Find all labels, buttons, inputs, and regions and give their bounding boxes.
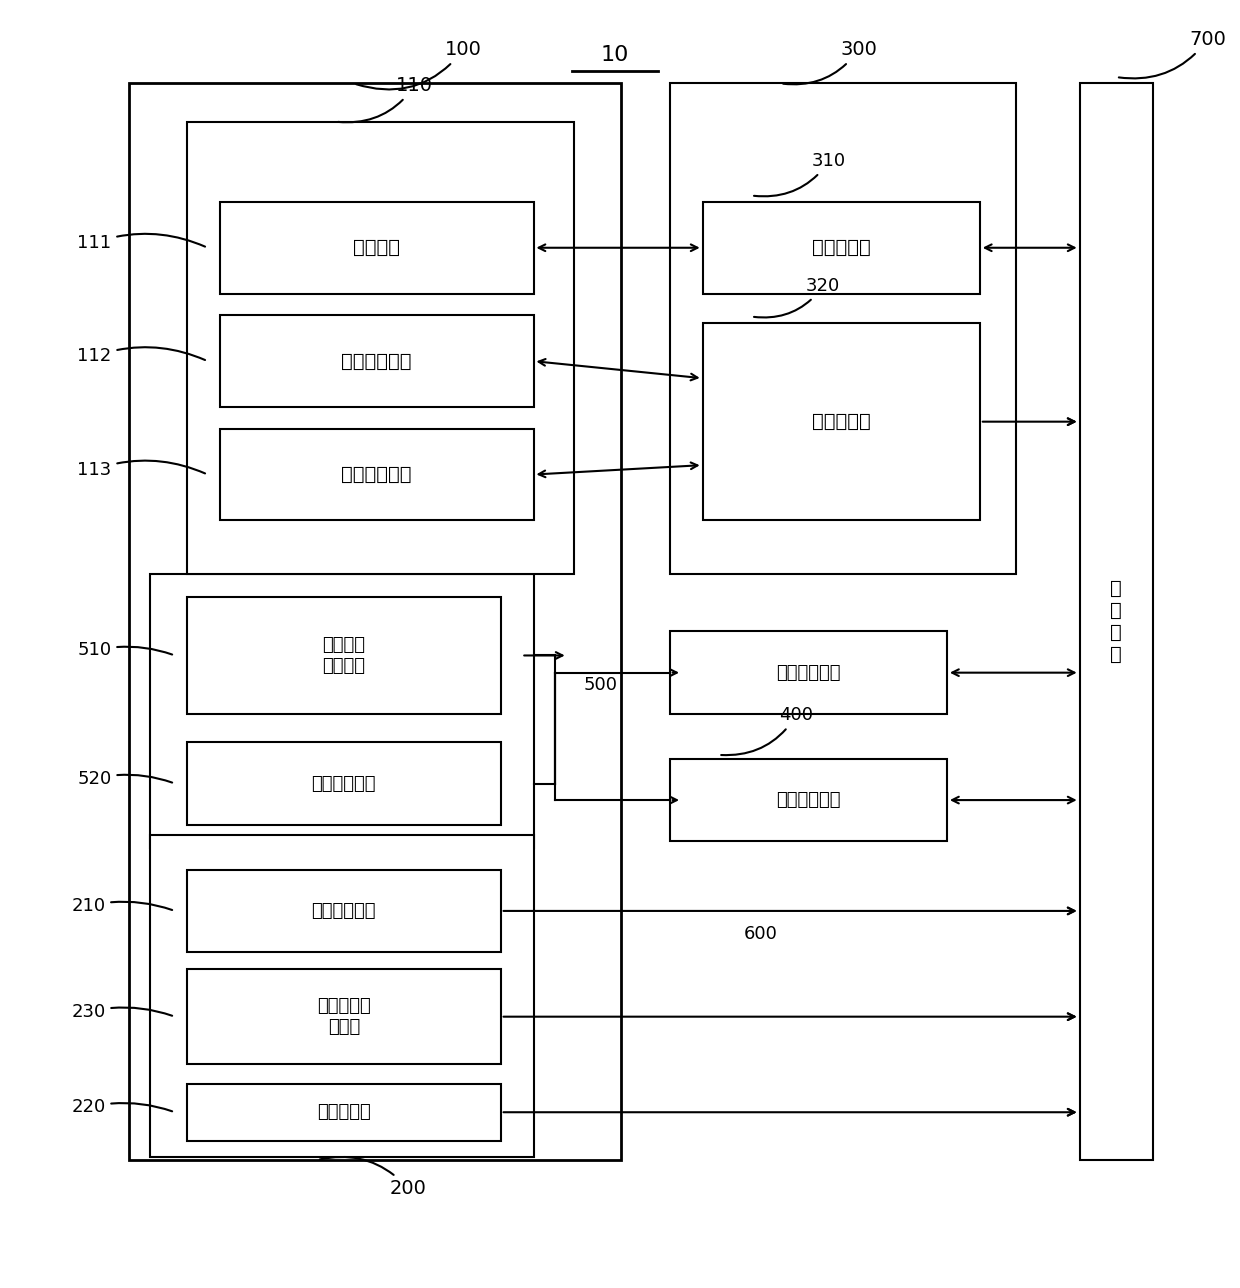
Bar	[703, 202, 980, 294]
Bar	[219, 316, 533, 407]
Text: 520: 520	[77, 769, 172, 787]
Text: 100: 100	[356, 40, 481, 89]
Bar	[703, 323, 980, 520]
Bar	[187, 1083, 501, 1141]
Bar	[187, 121, 574, 574]
Bar	[150, 835, 533, 1158]
Text: 第二压力
检测装置: 第二压力 检测装置	[322, 636, 366, 675]
Text: 300: 300	[784, 40, 877, 84]
Text: 400: 400	[722, 706, 813, 755]
Text: 交流控制柜: 交流控制柜	[812, 412, 870, 431]
Text: 流量调节阀: 流量调节阀	[317, 1104, 371, 1122]
Bar	[670, 84, 1017, 574]
Bar	[129, 84, 621, 1160]
Bar	[187, 969, 501, 1064]
Text: 第二交流油泵: 第二交流油泵	[341, 465, 412, 484]
Text: 310: 310	[754, 152, 846, 196]
Text: 流量检测装置: 流量检测装置	[311, 902, 376, 920]
Text: 112: 112	[77, 348, 205, 365]
Text: 振动检测装置: 振动检测装置	[776, 791, 841, 809]
Text: 110: 110	[339, 76, 433, 122]
Text: 噪声检测装置: 噪声检测装置	[776, 663, 841, 681]
Text: 10: 10	[601, 45, 629, 66]
Text: 220: 220	[72, 1099, 172, 1117]
Text: 200: 200	[320, 1157, 427, 1198]
Bar	[219, 202, 533, 294]
Text: 直流油泵: 直流油泵	[353, 238, 401, 258]
Text: 113: 113	[77, 461, 205, 479]
Text: 直流控制柜: 直流控制柜	[812, 238, 870, 258]
Bar	[670, 631, 947, 714]
Text: 500: 500	[584, 676, 618, 694]
Text: 控
制
终
端: 控 制 终 端	[1110, 580, 1122, 665]
Text: 700: 700	[1118, 30, 1226, 79]
Text: 600: 600	[744, 925, 777, 943]
Bar	[1080, 84, 1152, 1160]
Bar	[187, 596, 501, 714]
Text: 230: 230	[72, 1002, 172, 1020]
Bar	[150, 574, 533, 848]
Text: 210: 210	[72, 896, 172, 914]
Text: 320: 320	[754, 277, 841, 317]
Bar	[670, 759, 947, 841]
Text: 510: 510	[77, 641, 172, 659]
Text: 111: 111	[77, 233, 205, 251]
Text: 第一交流油泵: 第一交流油泵	[341, 352, 412, 371]
Text: 油温检测装置: 油温检测装置	[311, 774, 376, 792]
Bar	[187, 742, 501, 824]
Text: 第一压力检
测装置: 第一压力检 测装置	[317, 997, 371, 1036]
Bar	[219, 429, 533, 520]
Bar	[187, 869, 501, 952]
